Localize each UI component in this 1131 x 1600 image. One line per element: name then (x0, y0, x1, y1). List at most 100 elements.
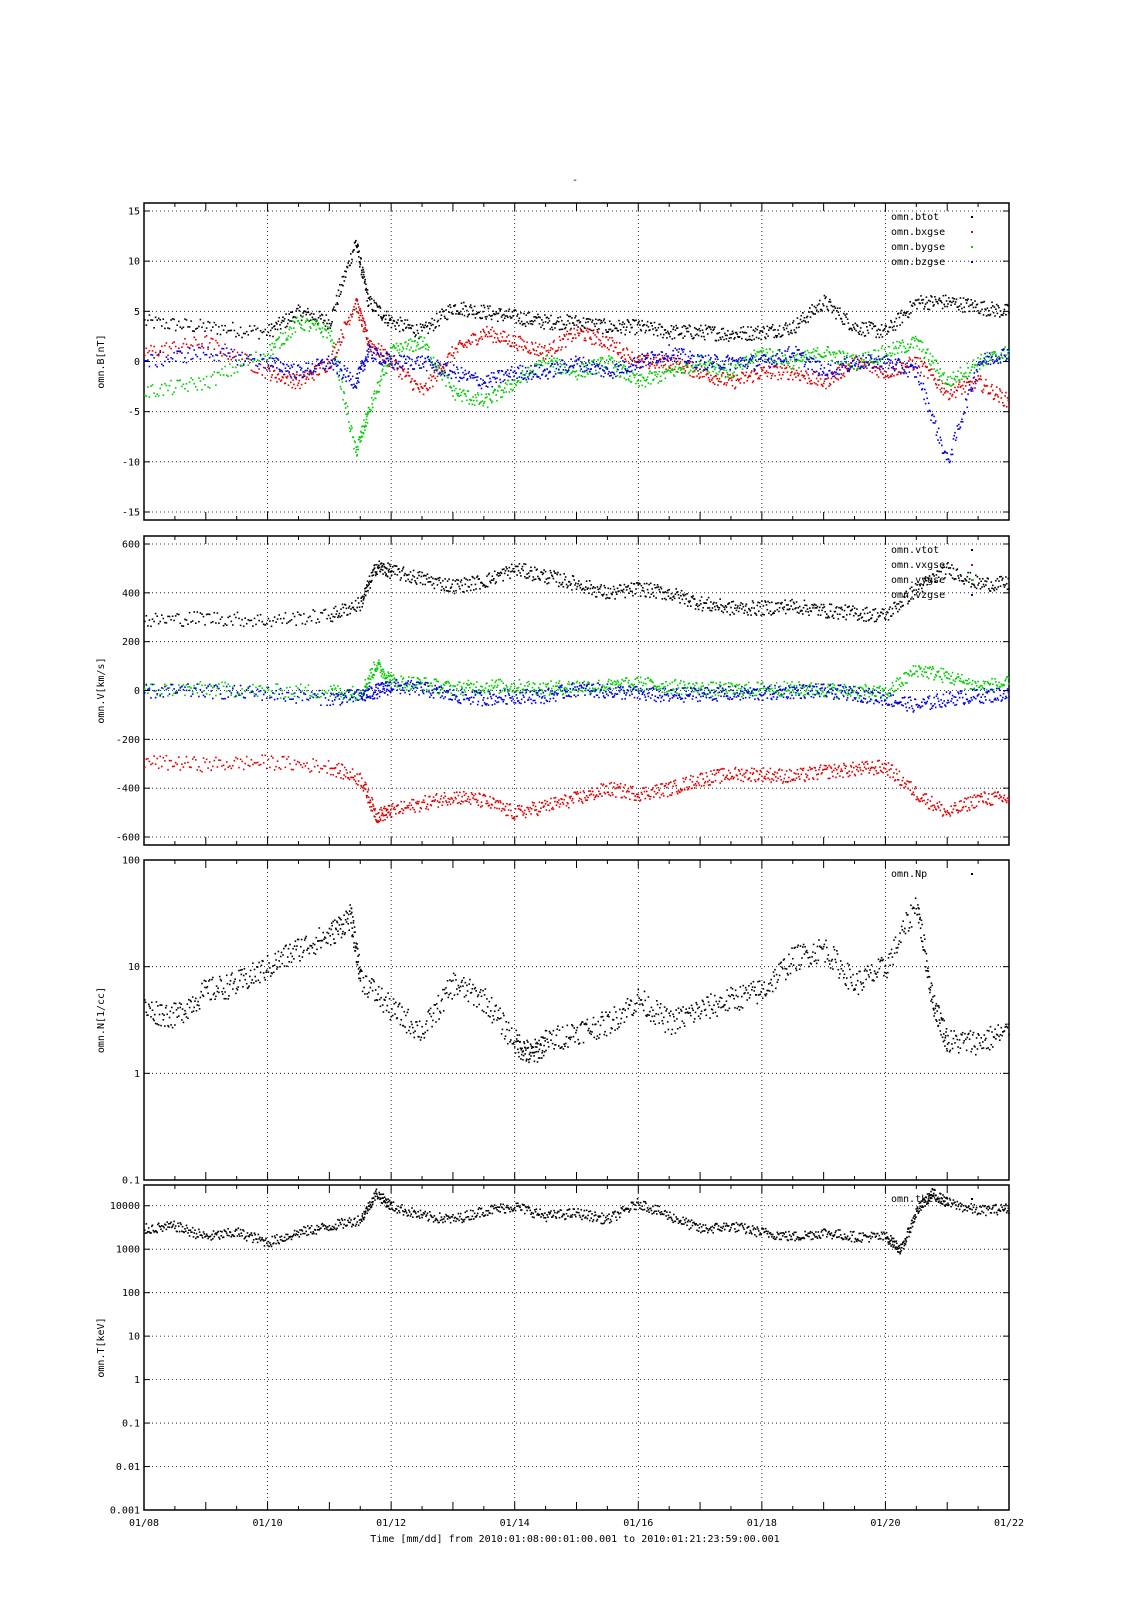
data-point (899, 345, 901, 347)
data-point (342, 336, 345, 339)
data-point (425, 578, 428, 580)
data-point (705, 328, 708, 331)
data-point (700, 324, 702, 327)
data-point (892, 329, 894, 331)
data-point (527, 378, 530, 380)
data-point (449, 306, 452, 309)
data-point (741, 368, 744, 370)
data-point (707, 373, 709, 375)
data-point (764, 372, 767, 374)
data-point (841, 364, 843, 367)
data-point (333, 306, 335, 308)
data-point (851, 357, 853, 360)
data-point (865, 364, 867, 367)
data-point (612, 329, 614, 332)
data-point (168, 327, 171, 330)
data-point (937, 439, 939, 441)
data-point (378, 391, 380, 393)
data-point (602, 332, 604, 335)
data-point (625, 326, 628, 328)
data-point (525, 314, 528, 316)
data-point (799, 360, 802, 363)
data-point (703, 363, 705, 365)
data-point (408, 375, 411, 377)
data-point (393, 355, 396, 357)
data-point (614, 364, 616, 366)
data-point (709, 358, 711, 361)
data-point (510, 345, 513, 348)
data-point (365, 356, 367, 358)
data-point (944, 451, 947, 454)
data-point (367, 348, 370, 350)
data-point (333, 357, 336, 360)
data-point (154, 316, 157, 319)
data-point (938, 442, 941, 444)
data-point (644, 358, 647, 361)
data-point (341, 377, 344, 380)
data-point (459, 310, 462, 313)
data-point (647, 363, 650, 366)
data-point (549, 328, 552, 330)
data-point (636, 357, 639, 359)
data-point (925, 392, 928, 394)
data-point (422, 393, 425, 396)
data-point (627, 320, 630, 322)
data-point (683, 360, 686, 363)
data-point (235, 355, 237, 357)
data-point (949, 393, 952, 395)
data-point (341, 333, 344, 335)
data-point (373, 352, 375, 354)
data-point (340, 378, 343, 381)
data-point (435, 369, 438, 372)
data-point (469, 342, 471, 344)
data-point (803, 365, 806, 368)
data-point (975, 378, 977, 381)
data-point (379, 356, 381, 358)
data-point (800, 370, 803, 373)
data-point (403, 368, 406, 370)
data-point (349, 430, 351, 433)
data-point (227, 352, 229, 354)
data-point (348, 260, 350, 262)
data-point (738, 364, 741, 366)
data-point (860, 357, 863, 360)
panel-V: -600-400-2000200400600omn.V[km/s]omn.vto… (96, 535, 1010, 846)
data-point (662, 357, 664, 359)
data-point (435, 366, 438, 369)
data-point (602, 319, 605, 322)
data-point (773, 336, 775, 339)
data-point (568, 366, 571, 368)
data-point (250, 369, 253, 372)
data-point (459, 581, 462, 583)
data-point (506, 568, 508, 570)
data-point (355, 387, 358, 389)
data-point (531, 579, 534, 582)
data-point (162, 318, 165, 320)
data-point (706, 327, 708, 329)
data-point (335, 356, 338, 358)
data-point (512, 315, 514, 317)
data-point (982, 360, 985, 362)
data-point (680, 347, 683, 350)
data-point (595, 372, 598, 375)
data-point (700, 371, 702, 374)
data-point (385, 357, 388, 360)
data-point (830, 377, 833, 380)
data-point (731, 358, 733, 361)
data-point (727, 373, 729, 376)
data-point (351, 427, 353, 429)
data-point (376, 349, 378, 351)
data-point (490, 579, 493, 581)
data-point (585, 366, 588, 369)
data-point (191, 620, 194, 622)
data-point (491, 385, 494, 388)
data-point (191, 345, 194, 347)
data-point (147, 625, 149, 627)
data-point (424, 344, 426, 346)
data-point (970, 386, 972, 389)
data-point (708, 364, 711, 366)
data-point (331, 321, 333, 323)
data-point (241, 618, 243, 621)
data-point (566, 586, 569, 589)
data-point (239, 364, 242, 366)
